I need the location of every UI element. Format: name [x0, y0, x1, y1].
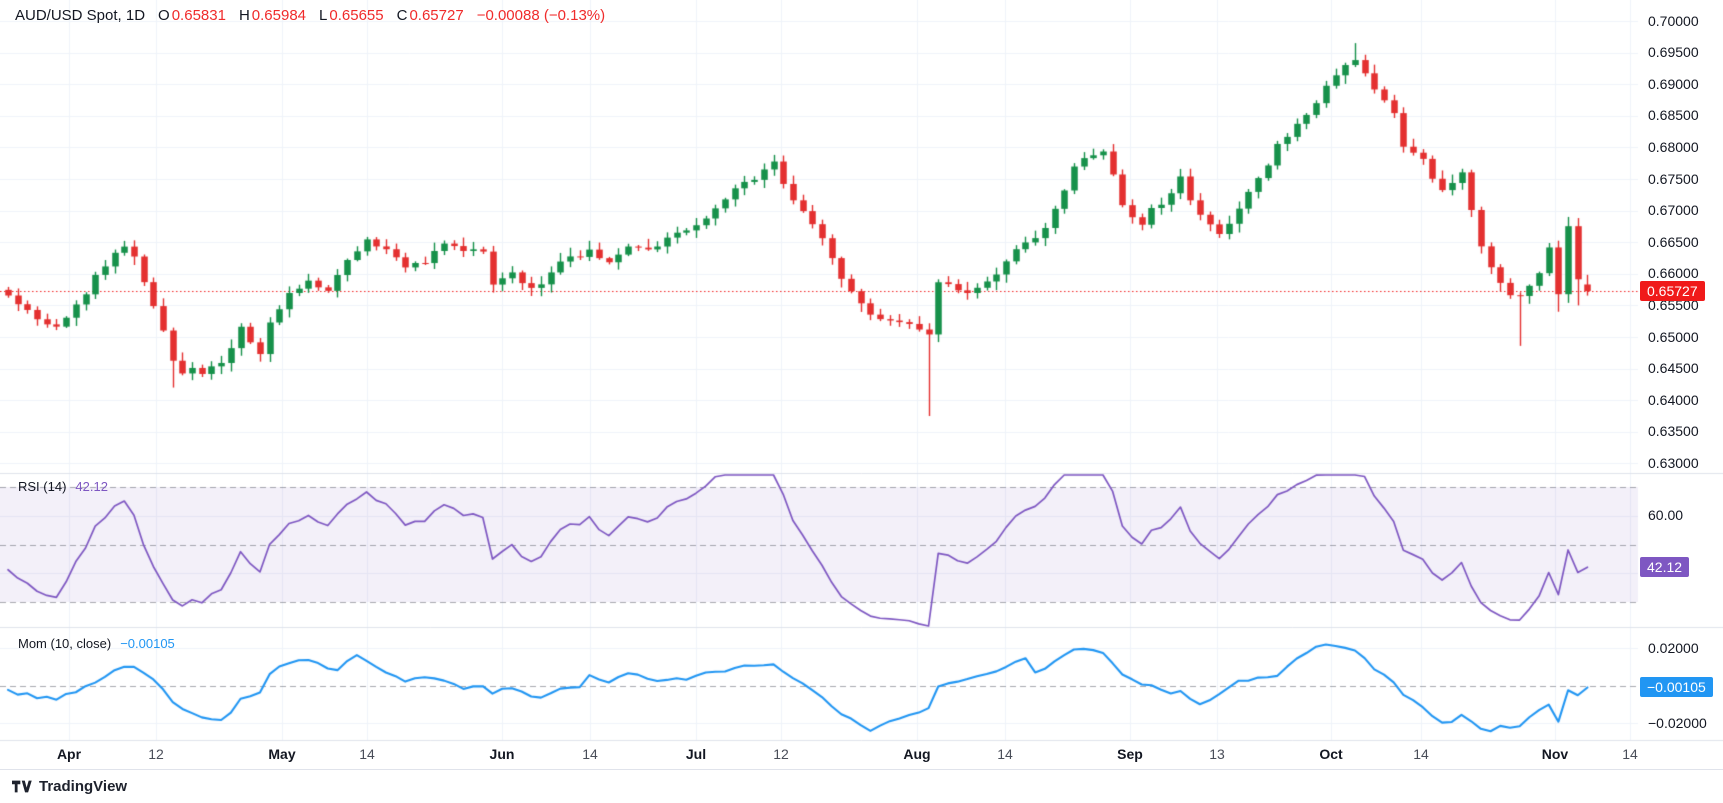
mom-axis-label: 0.02000 — [1648, 639, 1699, 656]
time-axis-day-label: 12 — [148, 746, 164, 762]
tradingview-logo-icon — [12, 780, 32, 793]
time-axis-day-label: 13 — [1209, 746, 1225, 762]
price-axis-label: 0.64000 — [1648, 391, 1699, 408]
time-axis-day-label: 14 — [997, 746, 1013, 762]
time-axis-month-label: Oct — [1319, 746, 1343, 762]
ohlc-open: O 0.65831 — [158, 7, 226, 24]
price-axis-label: 0.64500 — [1648, 360, 1699, 377]
ohlc-low: L 0.65655 — [319, 7, 384, 24]
time-axis-day-label: 12 — [773, 746, 789, 762]
tradingview-brand-text: TradingView — [39, 778, 128, 795]
last-price-badge: 0.65727 — [1640, 281, 1705, 302]
time-axis[interactable]: Apr 12 May 14 Jun 14 Jul 12 Aug 14 Sep 13 Oct 14 Nov 14 — [0, 740, 1723, 769]
low-value: 0.65655 — [329, 7, 384, 24]
rsi-axis-label: 60.00 — [1648, 507, 1684, 524]
rsi-indicator-label[interactable]: RSI (14) — [18, 479, 67, 494]
price-axis-label: 0.65000 — [1648, 328, 1699, 345]
time-axis-month-label: Apr — [56, 746, 82, 762]
time-axis-month-label: Nov — [1541, 746, 1569, 762]
time-axis-month-label: Sep — [1117, 746, 1143, 762]
close-value: 0.65727 — [409, 7, 464, 24]
price-axis-label: 0.68500 — [1648, 107, 1699, 124]
rsi-indicator-value: 42.12 — [75, 479, 108, 494]
time-axis-day-label: 14 — [359, 746, 375, 762]
time-axis-day-label: 14 — [1622, 746, 1638, 762]
symbol-legend: AUD/USD Spot, 1D O 0.65831 H 0.65984 L 0.65… — [15, 7, 605, 24]
mom-indicator-label[interactable]: Mom (10, close) — [18, 636, 112, 651]
time-axis-month-label: Jun — [489, 746, 515, 762]
price-axis-label: 0.67000 — [1648, 202, 1699, 219]
close-label: C — [396, 7, 408, 24]
price-axis-label: 0.66000 — [1648, 265, 1699, 282]
price-axis-label: 0.69000 — [1648, 75, 1699, 92]
price-axis-label: 0.69500 — [1648, 44, 1699, 61]
mom-pane-legend: Mom (10, close) −0.00105 — [18, 636, 175, 651]
rsi-value-badge: 42.12 — [1640, 557, 1690, 578]
symbol-title[interactable]: AUD/USD Spot, 1D — [15, 7, 146, 24]
ohlc-high: H 0.65984 — [239, 7, 306, 24]
mom-axis-label: −0.02000 — [1648, 714, 1707, 731]
change-value: −0.00088 (−0.13%) — [476, 7, 606, 24]
price-axis-label: 0.70000 — [1648, 12, 1699, 29]
time-axis-month-label: Aug — [903, 746, 931, 762]
price-axis-label: 0.66500 — [1648, 233, 1699, 250]
footer-bar: TradingView — [0, 769, 1723, 803]
mom-value-badge: −0.00105 — [1640, 677, 1713, 698]
mom-indicator-value: −0.00105 — [120, 636, 175, 651]
time-axis-day-label: 14 — [582, 746, 598, 762]
tradingview-logo-link[interactable]: TradingView — [12, 778, 127, 795]
low-label: L — [319, 7, 328, 24]
price-axis-label: 0.63000 — [1648, 454, 1699, 471]
time-axis-month-label: May — [268, 746, 296, 762]
high-label: H — [238, 7, 250, 24]
price-axis-label: 0.63500 — [1648, 423, 1699, 440]
time-axis-day-label: 14 — [1413, 746, 1429, 762]
time-axis-month-label: Jul — [685, 746, 707, 762]
high-value: 0.65984 — [251, 7, 307, 24]
ohlc-close: C 0.65727 — [397, 7, 464, 24]
price-axis-label: 0.68000 — [1648, 138, 1699, 155]
price-axis-label: 0.67500 — [1648, 170, 1699, 187]
open-value: 0.65831 — [171, 7, 226, 24]
open-label: O — [158, 7, 170, 24]
rsi-pane-legend: RSI (14) 42.12 — [18, 479, 108, 494]
